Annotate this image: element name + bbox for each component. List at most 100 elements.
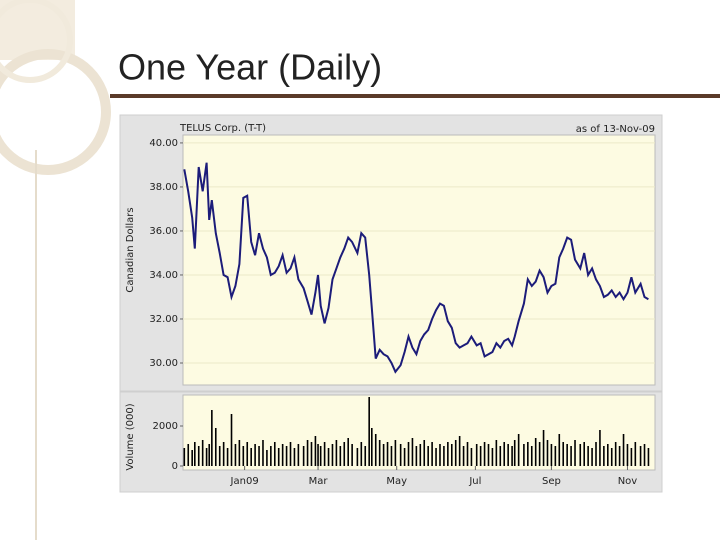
volume-bar [222,442,225,466]
volume-bar [347,438,349,466]
volume-bar [310,442,313,466]
volume-bar [491,448,494,466]
volume-bar [183,448,186,466]
volume-bar [364,446,367,466]
y-tick-label: 32.00 [149,314,178,325]
volume-bar [194,442,196,466]
y-tick-label: 30.00 [149,358,178,369]
price-line [183,162,649,374]
volume-bar [618,446,621,466]
volume-bar [323,442,326,466]
volume-bar [513,440,516,466]
volume-bar [538,442,541,466]
volume-bar [374,434,377,466]
volume-bar [591,448,593,466]
volume-bar [306,440,309,466]
volume-bar [390,446,393,466]
volume-bar [285,446,288,466]
volume-bar [293,448,296,466]
volume-bar [574,440,576,466]
volume-bar [454,440,457,466]
chart-title: TELUS Corp. (T-T) [179,123,266,134]
volume-bar [534,438,537,466]
volume-bar [554,446,557,466]
volume-bar [250,448,252,466]
x-tick-label: Jan09 [230,476,259,487]
volume-bar [368,397,370,466]
volume-bar [507,444,509,466]
volume-bar [483,442,486,466]
y-tick-label: 0 [172,461,178,472]
volume-bar [360,442,363,466]
volume-bar [197,446,200,466]
ring [0,0,73,83]
volume-bar [205,448,208,466]
volume-bar [511,446,513,466]
volume-bar [443,446,445,466]
volume-bar [570,446,572,466]
volume-bar [211,410,213,466]
volume-bar [208,444,211,466]
volume-bar [262,440,264,466]
volume-bar [226,448,229,466]
volume-bar [431,442,433,466]
volume-bar [587,446,589,466]
volume-bar [297,444,300,466]
y-tick-label: 40.00 [149,138,178,149]
volume-bar [339,446,342,466]
volume-bar [281,444,284,466]
x-tick-label: May [386,476,407,487]
volume-bar [230,414,233,466]
volume-bar [527,442,529,466]
slide-title: One Year (Daily) [118,47,382,88]
volume-bar [423,440,426,466]
volume-bar [419,444,422,466]
volume-bar [371,428,373,466]
volume-bar [427,446,429,466]
chart-subtitle: as of 13-Nov-09 [576,124,655,135]
volume-bar [583,442,585,466]
volume-bar [550,444,553,466]
ring [0,49,111,175]
volume-bar [614,442,617,466]
volume-bar [503,442,506,466]
volume-bar [450,444,453,466]
volume-bar [273,442,276,466]
volume-bar [270,446,272,466]
volume-bar [386,442,389,466]
volume-bar [542,430,545,466]
volume-bar [351,444,353,466]
volume-bar [458,436,461,466]
volume-bar [277,448,280,466]
volume-bar [470,448,473,466]
y-tick-label: 38.00 [149,182,178,193]
volume-bar [595,442,597,466]
x-tick-label: Mar [309,476,329,487]
volume-bar [302,446,305,466]
volume-bar [238,440,241,466]
y-tick-label: 2000 [153,421,178,432]
volume-bar [499,446,502,466]
x-tick-label: Nov [618,476,638,487]
volume-bar [599,430,601,466]
volume-bar [258,446,260,466]
volume-bar [411,438,414,466]
volume-bar [466,442,469,466]
volume-bar [487,444,490,466]
volume-bar [331,444,334,466]
volume-bar [647,448,650,466]
volume-bar [579,444,582,466]
volume-plot [182,394,656,471]
volume-bar [382,444,385,466]
volume-bar [343,442,346,466]
volume-bar [403,448,406,466]
volume-bar [523,444,525,466]
volume-bar [558,434,561,466]
volume-bar [546,440,549,466]
volume-bar [643,444,646,466]
volume-bar [218,446,221,466]
volume-bar [610,448,613,466]
volume-bar [191,450,193,466]
volume-bar [622,434,625,466]
